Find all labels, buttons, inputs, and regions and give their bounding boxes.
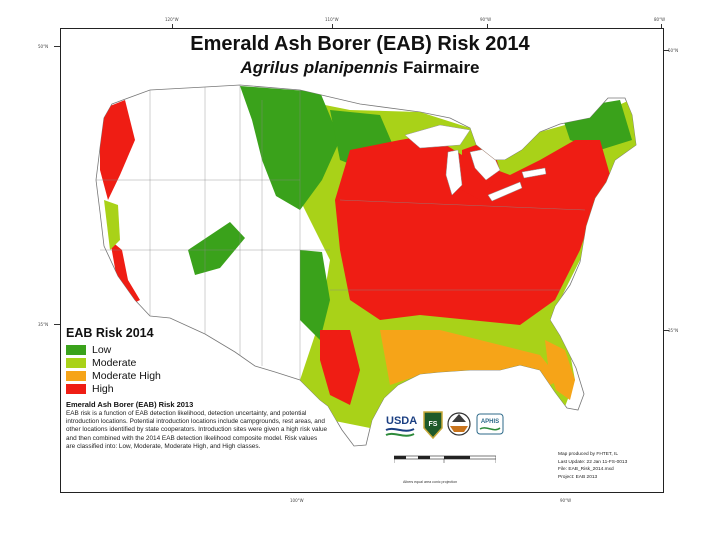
high-region-texas [320,330,360,405]
swatch-high [66,383,86,394]
graticule-right-1: 50°N [668,48,679,53]
tick-mark [487,24,488,28]
tick-mark [54,46,60,47]
swatch-low [66,344,86,355]
scale-bar [393,452,497,463]
legend-label-moderate: Moderate [92,356,137,369]
scale-caption: Albers equal area conic projection [403,480,458,484]
lake-ontario [521,167,547,179]
tick-mark [332,24,333,28]
species-name: Agrilus planipennis [240,58,399,77]
lake-michigan [445,149,463,196]
moderate-high-florida [545,340,575,400]
swatch-moderate [66,357,86,368]
tick-mark [54,324,60,325]
graticule-left-1: 50°N [38,44,49,49]
low-region-plains-south [300,250,330,340]
forest-service-shield-icon: FS [423,411,443,440]
fhtet-logo-icon [447,412,471,436]
legend-item-high: High [66,382,332,395]
tick-mark [664,50,669,51]
aphis-logo-text: APHIS [481,419,499,425]
legend-label-high: High [92,382,114,395]
aphis-logo: APHIS [476,413,504,435]
usda-logo-text: USDA [386,415,417,427]
credit-line-4: Project: EAB 2013 [558,474,598,480]
legend-title: EAB Risk 2014 [66,326,154,340]
graticule-top-1: 120°W [165,17,179,22]
usda-logo: USDA [385,415,417,437]
note-text: EAB risk is a function of EAB detection … [66,410,328,450]
map-subtitle: Agrilus planipennis Fairmaire [0,58,720,78]
map-title: Emerald Ash Borer (EAB) Risk 2014 [190,33,530,55]
species-author: Fairmaire [402,58,480,77]
tick-mark [661,24,662,28]
credit-line-1: Map produced by FHTET, IL [558,452,618,457]
credit-line-2: Last Update: 22 Jan 11-FS-0013 [558,459,628,465]
lake-superior [404,124,471,149]
tick-mark [664,330,669,331]
map-land [95,84,637,447]
graticule-left-2: 35°N [38,322,49,327]
legend-label-moderate-high: Moderate High [92,369,161,382]
note-title: Emerald Ash Borer (EAB) Risk 2013 [66,400,194,409]
high-region-pacific-northwest [100,100,135,200]
high-region-california [110,240,140,305]
forest-service-logo-text: FS [429,421,438,428]
swatch-moderate-high [66,370,86,381]
credit-line-3: File: EAB_Risk_2014.mxd [558,467,614,473]
graticule-bottom-1: 100°W [290,498,304,503]
logo-group: USDA FS APHIS [385,411,504,440]
legend: EAB Risk 2014 Low Moderate Moderate High… [64,326,332,451]
agency-logos: USDA FS APHIS [382,404,506,448]
legend-item-low: Low [66,343,332,356]
graticule-right-2: 35°N [668,328,679,333]
map-credits: Map produced by FHTET, IL Last Update: 2… [558,451,627,481]
legend-label-low: Low [92,343,112,356]
graticule-top-2: 110°W [325,17,339,22]
moderate-region-west-coast [104,200,120,250]
state-boundaries [96,85,586,380]
graticule-top-4: 80°W [654,17,666,22]
graticule-top-3: 90°W [480,17,492,22]
low-region-colorado [188,222,245,275]
lake-erie [487,181,523,202]
tick-mark [172,24,173,28]
high-region-east [335,135,610,325]
legend-item-moderate-high: Moderate High [66,369,332,382]
graticule-bottom-2: 90°W [560,498,572,503]
low-region-north-plains [240,86,340,210]
legend-item-moderate: Moderate [66,356,332,369]
